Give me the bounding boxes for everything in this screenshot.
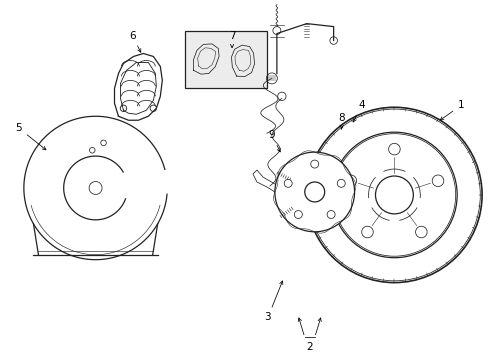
Text: 8: 8 xyxy=(338,113,344,129)
Text: 3: 3 xyxy=(264,281,282,323)
Circle shape xyxy=(326,211,334,219)
Text: 5: 5 xyxy=(16,123,46,150)
Text: 2: 2 xyxy=(306,342,312,352)
Text: 9: 9 xyxy=(268,130,280,152)
Circle shape xyxy=(310,160,318,168)
Text: 1: 1 xyxy=(439,100,464,120)
Text: 4: 4 xyxy=(352,100,364,122)
Circle shape xyxy=(274,152,354,232)
Circle shape xyxy=(337,179,345,187)
Text: 7: 7 xyxy=(228,31,235,48)
Circle shape xyxy=(284,179,292,187)
Text: 6: 6 xyxy=(129,31,141,52)
Bar xyxy=(185,31,266,88)
Circle shape xyxy=(294,211,302,219)
